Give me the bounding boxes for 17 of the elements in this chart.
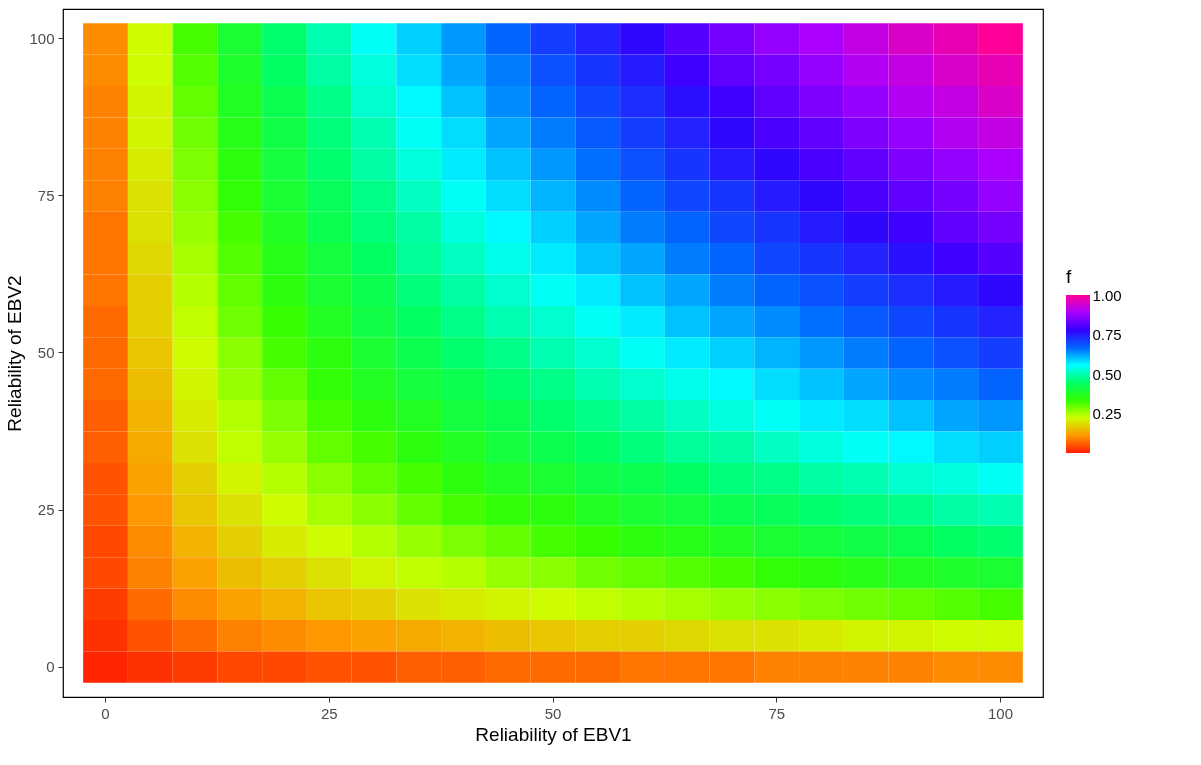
y-tick-label: 50 [37, 344, 55, 361]
color-bar-title: f [1066, 266, 1072, 287]
color-bar-label: 0.25 [1092, 405, 1122, 422]
y-tick-label: 75 [37, 186, 55, 204]
color-bar-label: 0.50 [1092, 365, 1122, 383]
x-tick-label: 0 [101, 704, 110, 722]
y-tick-label: 0 [46, 658, 55, 676]
color-bar-label: 1.00 [1092, 286, 1122, 304]
y-axis-title: Reliability of EBV2 [4, 275, 26, 432]
x-tick-label: 25 [320, 704, 338, 722]
x-axis-title: Reliability of EBV1 [475, 723, 632, 745]
x-tick-label: 100 [987, 704, 1013, 722]
x-tick-label: 50 [544, 704, 562, 722]
x-tick-label: 75 [768, 704, 786, 722]
y-tick-label: 25 [37, 501, 55, 519]
y-tick-label: 100 [29, 29, 55, 47]
color-bar-label: 0.75 [1092, 326, 1122, 343]
